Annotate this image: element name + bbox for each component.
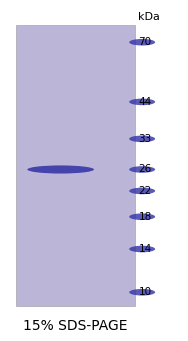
Text: 33: 33 bbox=[138, 134, 152, 144]
Text: 70: 70 bbox=[138, 37, 152, 47]
Ellipse shape bbox=[129, 246, 155, 252]
Text: 15% SDS-PAGE: 15% SDS-PAGE bbox=[23, 319, 128, 333]
Text: 10: 10 bbox=[138, 287, 152, 297]
Text: 14: 14 bbox=[138, 244, 152, 254]
Ellipse shape bbox=[129, 188, 155, 194]
FancyBboxPatch shape bbox=[16, 25, 135, 306]
Ellipse shape bbox=[129, 166, 155, 173]
Text: 44: 44 bbox=[138, 97, 152, 107]
Ellipse shape bbox=[129, 39, 155, 45]
Text: 18: 18 bbox=[138, 212, 152, 222]
Ellipse shape bbox=[27, 165, 94, 174]
Ellipse shape bbox=[129, 99, 155, 105]
Ellipse shape bbox=[129, 213, 155, 220]
Ellipse shape bbox=[129, 289, 155, 296]
Text: kDa: kDa bbox=[138, 12, 160, 22]
Text: 26: 26 bbox=[138, 164, 152, 175]
Text: 22: 22 bbox=[138, 186, 152, 196]
Ellipse shape bbox=[129, 135, 155, 142]
